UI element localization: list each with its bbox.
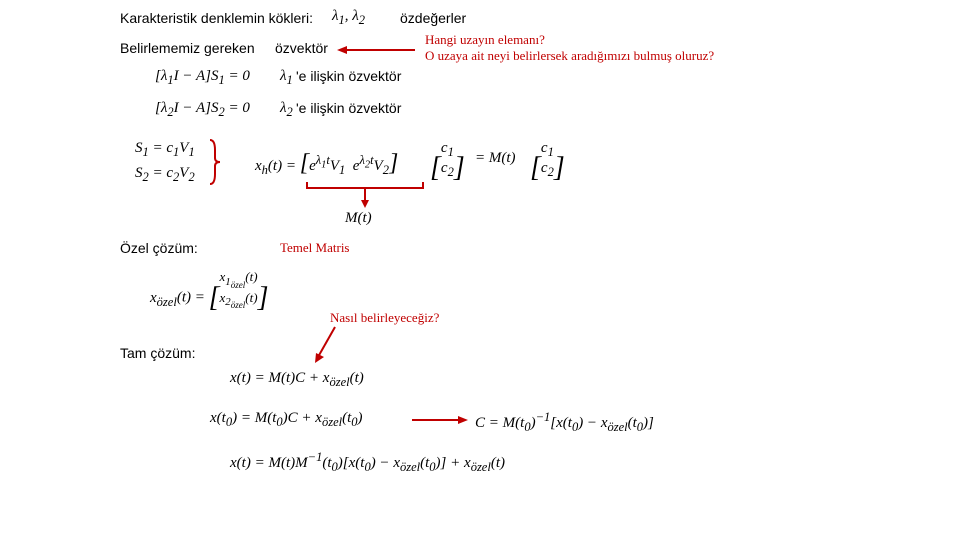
ozel-eq: xözel(t) = [x1özel(t)x2özel(t)]: [150, 270, 268, 314]
line2-q2: O uzaya ait neyi belirlersek aradığımızı…: [425, 48, 714, 64]
eq2-lam: λ2: [280, 100, 293, 120]
tam-eq2-lhs: x(t0) = M(t0)C + xözel(t0): [210, 410, 363, 430]
nasil-arrow-icon: [310, 325, 340, 365]
line1-lambdas: λ1, λ2: [332, 8, 365, 28]
eq1-suf: 'e ilişkin özvektör: [296, 68, 401, 84]
arrow-right-icon: [410, 413, 470, 427]
arrow-left-icon: [337, 43, 417, 57]
eq1-mat: [λ1I − A]S1 = 0: [155, 68, 250, 88]
xh-lhs: xh(t) = [eλ1tV1 eλ2tV2]: [255, 150, 398, 178]
xh-mid: = M(t): [475, 150, 516, 167]
eq1-lam: λ1: [280, 68, 293, 88]
nasil-label: Nasıl belirleyeceğiz?: [330, 310, 439, 326]
line1-suffix: özdeğerler: [400, 10, 466, 26]
xh-cvec: [c1c2]: [430, 140, 465, 184]
tam-eq2-rhs: C = M(t0)−1[x(t0) − xözel(t0)]: [475, 410, 654, 435]
line1-prefix: Karakteristik denklemin kökleri:: [120, 10, 313, 26]
underbracket-icon: [305, 180, 427, 210]
eq2-suf: 'e ilişkin özvektör: [296, 100, 401, 116]
sys-s1: S1 = c1V1: [135, 140, 195, 160]
tam-eq3: x(t) = M(t)M−1(t0)[x(t0) − xözel(t0)] + …: [230, 450, 505, 475]
tam-eq1: x(t) = M(t)C + xözel(t): [230, 370, 364, 390]
xh-cvec2: [c1c2]: [530, 140, 565, 184]
mt-label: M(t): [345, 210, 372, 227]
line2-prefix: Belirlememiz gereken: [120, 40, 255, 56]
bracket-icon: [208, 138, 222, 186]
line2-q1: Hangi uzayın elemanı?: [425, 32, 545, 48]
temel-label: Temel Matris: [280, 240, 350, 256]
tam-label: Tam çözüm:: [120, 345, 195, 361]
ozel-label: Özel çözüm:: [120, 240, 198, 256]
sys-s2: S2 = c2V2: [135, 165, 195, 185]
line2-eigvec: özvektör: [275, 40, 328, 56]
eq2-mat: [λ2I − A]S2 = 0: [155, 100, 250, 120]
